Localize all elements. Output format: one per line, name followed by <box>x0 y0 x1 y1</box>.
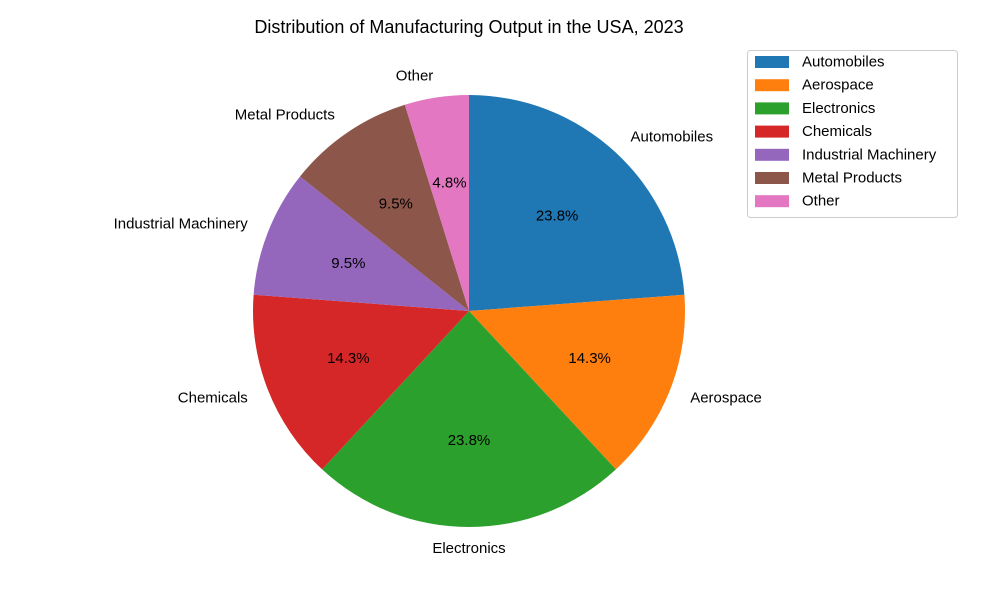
pie-slice-electronics <box>322 311 616 527</box>
percent-label-metal-products: 9.5% <box>379 196 413 213</box>
legend-swatch-industrial-machinery <box>755 148 789 161</box>
legend: Automobiles Aerospace Electronics Chemicals… <box>747 50 958 218</box>
slice-label-other: Other <box>396 68 434 85</box>
slice-label-automobiles: Automobiles <box>631 128 714 145</box>
legend-label-industrial-machinery: Industrial Machinery <box>802 146 937 163</box>
legend-label-chemicals: Chemicals <box>802 123 872 140</box>
legend-label-other: Other <box>802 193 840 210</box>
percent-label-other: 4.8% <box>432 174 466 191</box>
slice-labels: Automobiles 23.8% Aerospace 14.3% Electronic… <box>114 68 762 558</box>
legend-swatch-metal-products <box>755 172 789 184</box>
legend-frame <box>747 50 958 218</box>
legend-label-electronics: Electronics <box>802 100 875 117</box>
percent-label-aerospace: 14.3% <box>568 350 611 367</box>
slice-label-industrial-machinery: Industrial Machinery <box>114 216 249 233</box>
percent-label-electronics: 23.8% <box>448 432 491 449</box>
legend-swatch-aerospace <box>755 79 789 92</box>
pie-slice-metal-products <box>300 104 469 311</box>
legend-swatch-chemicals <box>755 125 789 138</box>
percent-label-automobiles: 23.8% <box>536 207 579 224</box>
pie-slices <box>253 95 685 527</box>
slice-label-metal-products: Metal Products <box>235 106 335 123</box>
percent-label-industrial-machinery: 9.5% <box>331 255 365 272</box>
pie-slice-chemicals <box>253 294 469 470</box>
pie-slice-industrial-machinery <box>253 176 469 311</box>
slice-label-chemicals: Chemicals <box>178 389 248 406</box>
legend-swatch-other <box>755 195 789 208</box>
percent-label-chemicals: 14.3% <box>327 350 370 367</box>
slice-label-electronics: Electronics <box>432 540 505 557</box>
legend-swatch-automobiles <box>755 56 789 68</box>
legend-swatch-electronics <box>755 102 789 115</box>
chart-title: Distribution of Manufacturing Output in … <box>254 17 683 37</box>
legend-label-metal-products: Metal Products <box>802 170 902 187</box>
legend-label-automobiles: Automobiles <box>802 54 885 71</box>
legend-label-aerospace: Aerospace <box>802 77 874 94</box>
slice-label-aerospace: Aerospace <box>690 389 762 406</box>
pie-slice-other <box>404 95 469 311</box>
pie-slice-aerospace <box>469 294 685 470</box>
pie-slice-automobiles <box>469 95 685 311</box>
